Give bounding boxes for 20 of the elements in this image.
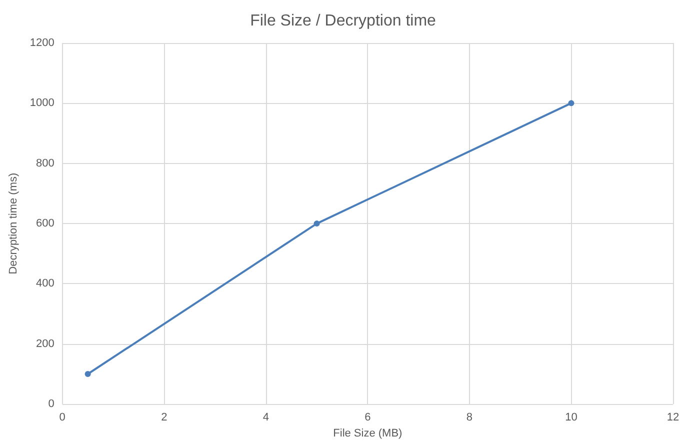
y-tick-label: 200: [36, 338, 54, 350]
y-tick-label: 600: [36, 218, 54, 230]
y-tick-label: 1000: [30, 97, 54, 110]
x-tick-label: 12: [666, 412, 680, 424]
x-tick-label: 2: [161, 412, 168, 424]
x-tick-label: 6: [364, 412, 371, 424]
y-tick-label: 1200: [30, 37, 54, 49]
x-tick-label: 4: [262, 412, 269, 424]
y-tick-label: 800: [36, 157, 54, 170]
x-tick-label: 10: [565, 412, 578, 424]
y-tick-label: 400: [36, 278, 54, 290]
x-axis-title: File Size (MB): [333, 428, 402, 440]
point: [568, 100, 574, 106]
point: [84, 371, 91, 378]
y-axis-title: Decryption time (ms): [8, 172, 20, 274]
y-tick-label: 0: [48, 398, 54, 410]
point: [314, 220, 320, 227]
x-tick-label: 8: [466, 412, 473, 424]
x-tick-label: 0: [59, 412, 66, 424]
chart-title: File Size / Decryption time: [250, 12, 436, 30]
